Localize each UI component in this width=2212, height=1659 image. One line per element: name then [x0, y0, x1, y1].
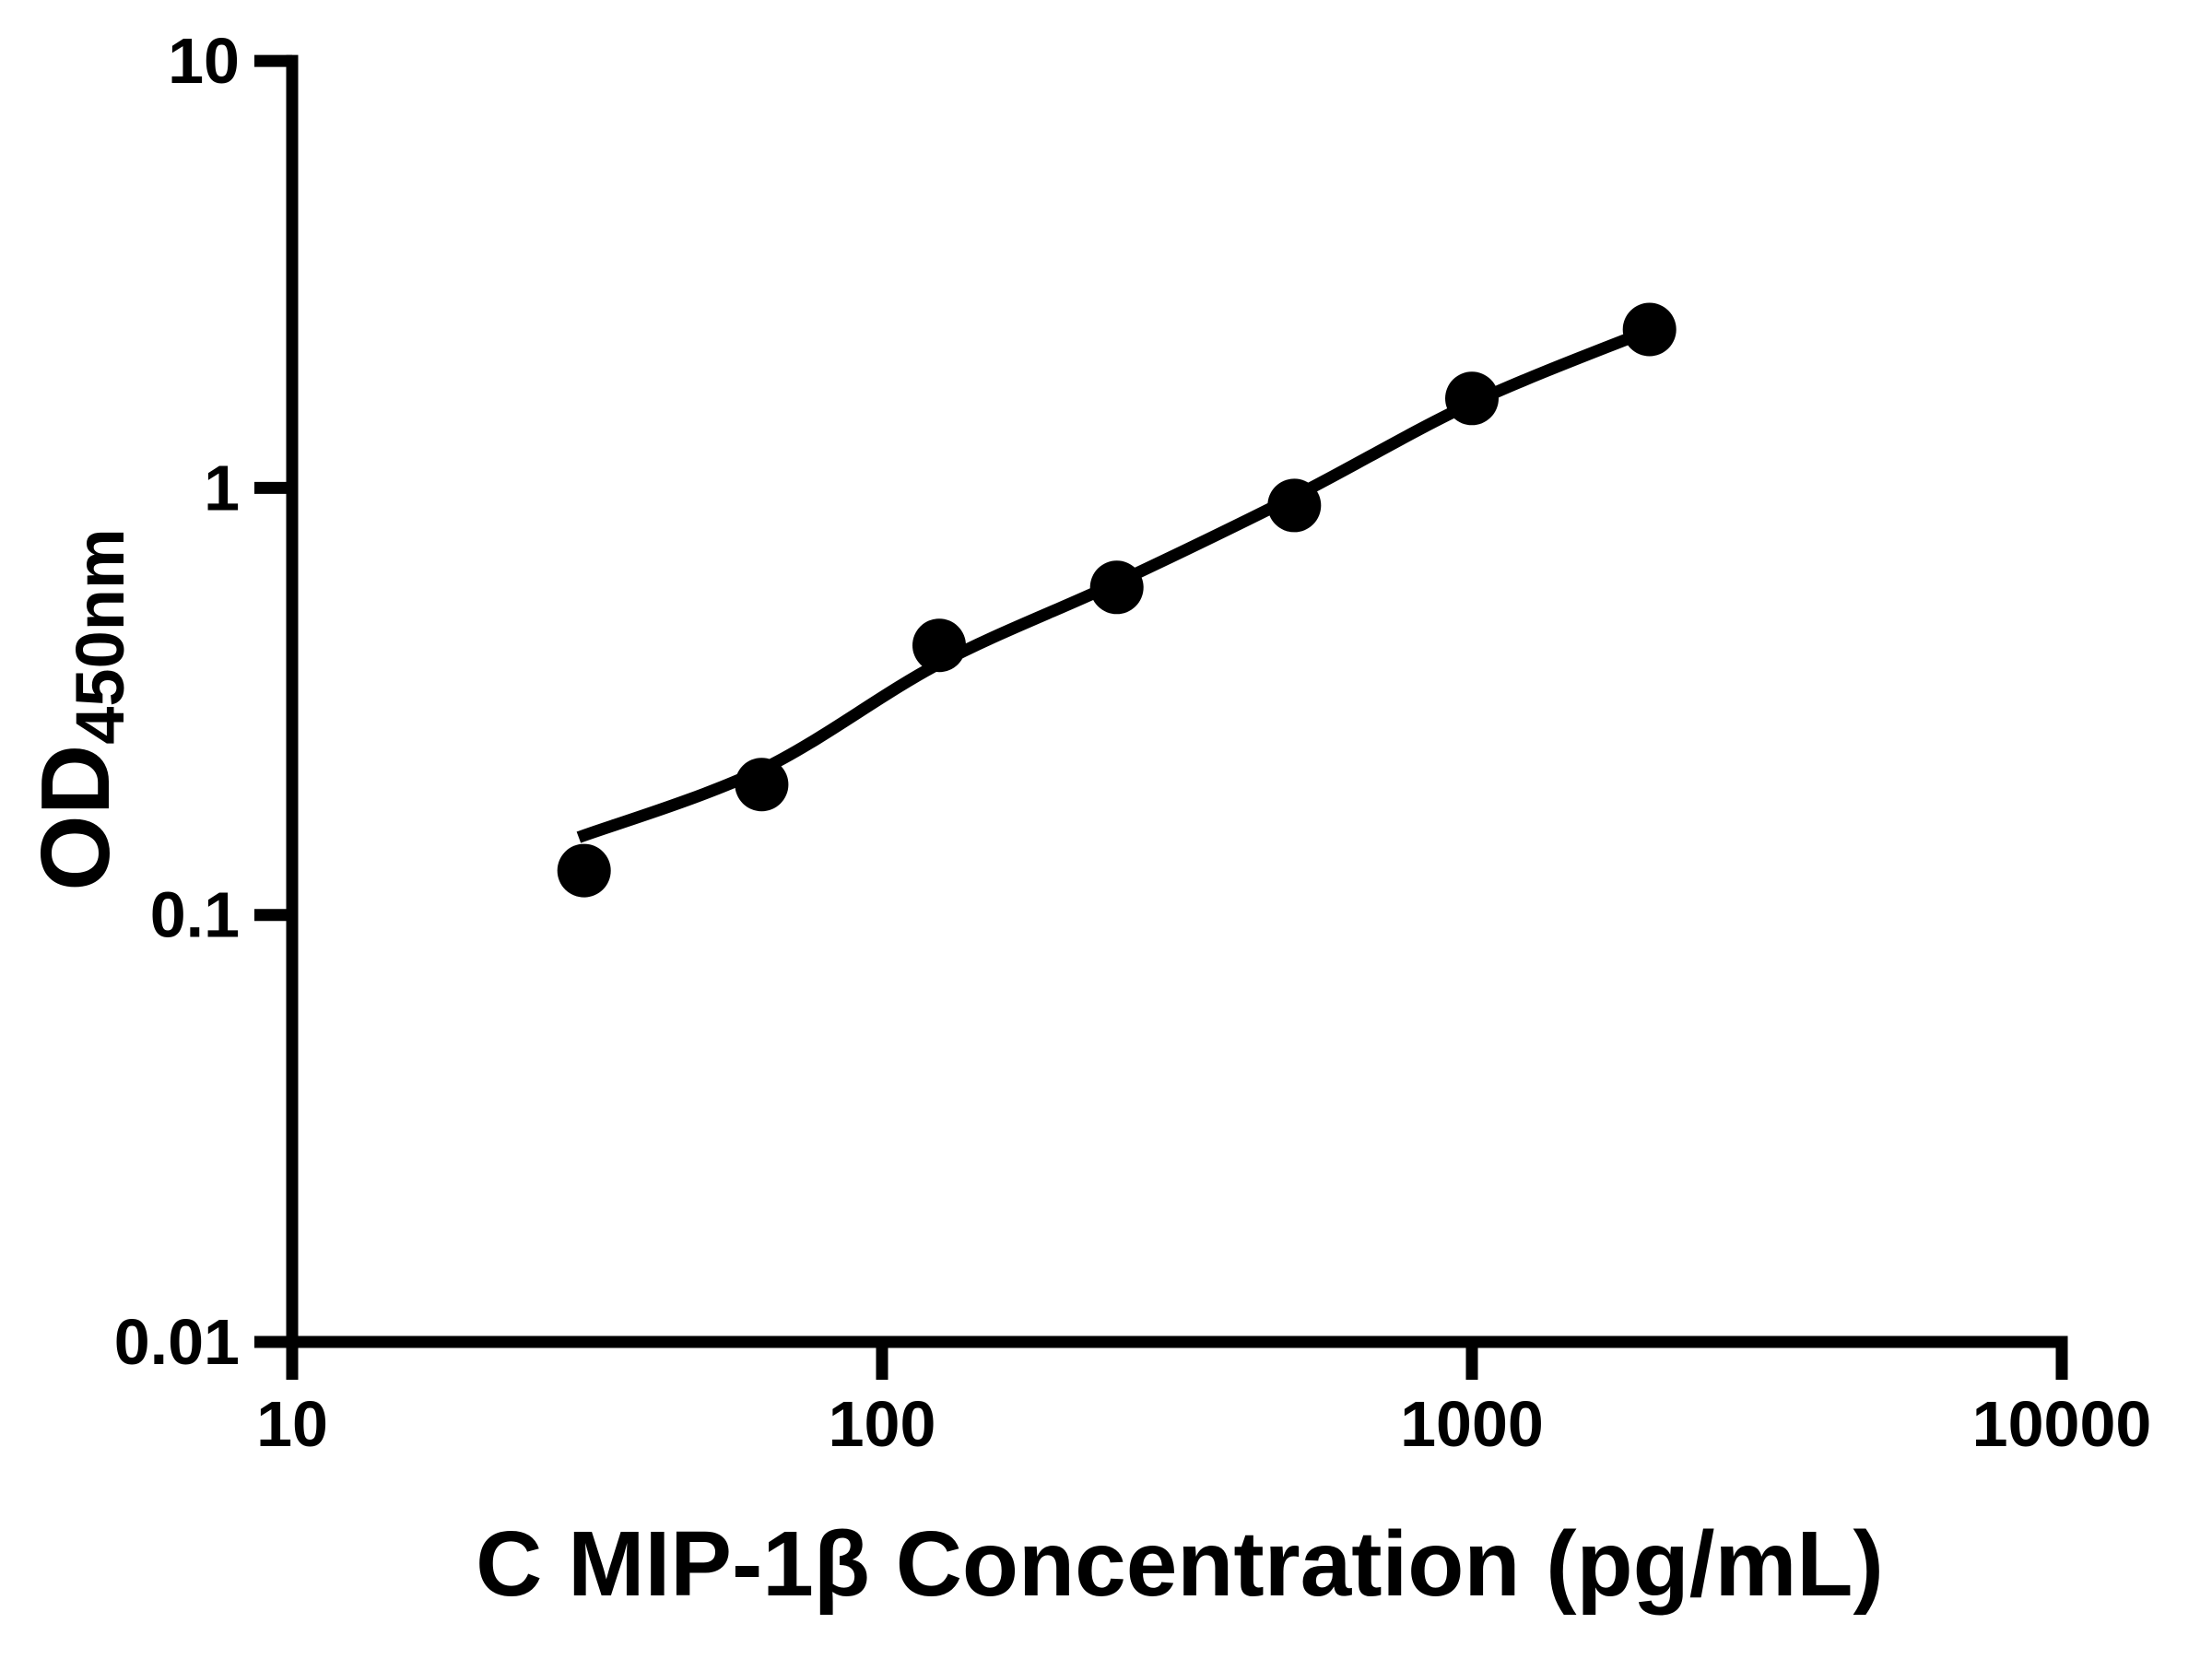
data-point-500	[1267, 478, 1322, 533]
y-tick-label-1: 1	[204, 452, 240, 524]
data-point-31.25	[557, 843, 611, 898]
x-tick-label-10000: 10000	[1972, 1388, 2152, 1460]
y-tick-label-0.01: 0.01	[114, 1306, 240, 1378]
x-tick-label-100: 100	[829, 1388, 936, 1460]
y-axis-title-subscript: 450nm	[62, 528, 138, 744]
y-tick-label-10: 10	[168, 25, 240, 97]
y-tick-label-0.1: 0.1	[150, 879, 240, 951]
data-point-125	[912, 618, 966, 673]
x-tick-label-10: 10	[256, 1388, 328, 1460]
data-point-62.5	[735, 758, 789, 812]
data-point-250	[1089, 560, 1144, 615]
x-axis-title: C MIP-1β Concentration (pg/mL)	[476, 1512, 1884, 1616]
x-tick-label-1000: 1000	[1400, 1388, 1544, 1460]
y-axis-title: OD450nm	[21, 528, 138, 890]
data-point-2000	[1622, 302, 1677, 357]
data-point-1000	[1445, 371, 1499, 426]
y-axis-title-main: OD	[21, 745, 130, 891]
